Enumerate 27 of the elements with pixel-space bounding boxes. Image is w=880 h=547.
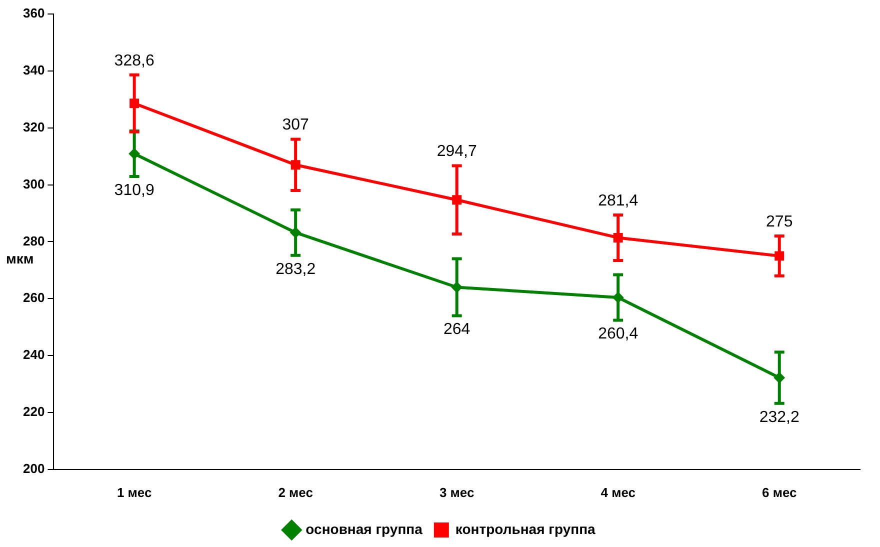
data-label: 294,7 bbox=[436, 143, 477, 160]
data-label: 281,4 bbox=[598, 192, 638, 210]
data-label: 232,2 bbox=[759, 408, 800, 426]
legend-label: основная группа bbox=[306, 520, 423, 537]
data-label: 307 bbox=[282, 116, 310, 134]
x-tick-label: 4 мес bbox=[600, 484, 636, 500]
data-label: 275 bbox=[766, 213, 793, 230]
data-label: 264 bbox=[443, 321, 470, 338]
y-tick-label: 300 bbox=[22, 176, 45, 192]
y-tick-label: 280 bbox=[22, 233, 45, 248]
y-tick-label: 340 bbox=[22, 62, 45, 78]
legend-label: контрольная группа bbox=[455, 520, 596, 537]
x-tick-label: 3 мес bbox=[439, 484, 474, 500]
y-tick-label: 200 bbox=[22, 460, 45, 476]
y-tick-label: 360 bbox=[22, 6, 45, 21]
y-tick-label: 320 bbox=[22, 119, 45, 134]
x-tick-label: 6 мес bbox=[762, 484, 797, 500]
y-axis-title: мкм bbox=[6, 250, 34, 267]
y-tick-label: 220 bbox=[22, 404, 45, 420]
x-tick-label: 1 мес bbox=[116, 484, 152, 500]
data-label: 328,6 bbox=[114, 52, 154, 70]
x-tick-label: 2 мес bbox=[278, 484, 313, 500]
y-tick-label: 260 bbox=[22, 290, 45, 306]
data-label: 310,9 bbox=[114, 182, 154, 199]
data-label: 260,4 bbox=[598, 326, 638, 343]
y-tick-label: 240 bbox=[22, 347, 45, 362]
data-label: 283,2 bbox=[276, 260, 316, 278]
